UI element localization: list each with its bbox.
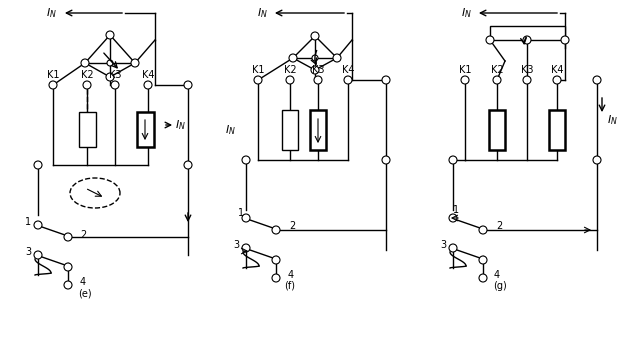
Text: K4: K4 bbox=[142, 70, 154, 80]
Circle shape bbox=[286, 76, 294, 84]
Circle shape bbox=[553, 76, 561, 84]
Circle shape bbox=[64, 281, 72, 289]
Circle shape bbox=[289, 54, 297, 62]
Circle shape bbox=[449, 244, 457, 252]
Circle shape bbox=[184, 81, 192, 89]
Circle shape bbox=[561, 36, 569, 44]
Text: K2: K2 bbox=[284, 65, 296, 75]
Circle shape bbox=[254, 76, 262, 84]
Circle shape bbox=[242, 244, 250, 252]
Bar bbox=[79, 112, 96, 147]
Text: K2: K2 bbox=[490, 65, 503, 75]
Circle shape bbox=[593, 156, 601, 164]
Text: $I_N$: $I_N$ bbox=[224, 123, 236, 137]
Text: $I_N$: $I_N$ bbox=[461, 6, 472, 20]
Text: 2: 2 bbox=[496, 221, 502, 231]
Text: K1: K1 bbox=[459, 65, 471, 75]
Circle shape bbox=[523, 76, 531, 84]
Circle shape bbox=[242, 214, 250, 222]
Bar bbox=[282, 110, 298, 150]
Text: K1: K1 bbox=[252, 65, 264, 75]
Circle shape bbox=[64, 233, 72, 241]
Circle shape bbox=[311, 32, 319, 40]
Circle shape bbox=[64, 263, 72, 271]
Text: 2: 2 bbox=[80, 230, 86, 240]
Circle shape bbox=[382, 76, 390, 84]
Text: 1: 1 bbox=[453, 205, 459, 215]
Circle shape bbox=[34, 251, 42, 259]
Circle shape bbox=[272, 256, 280, 264]
Circle shape bbox=[479, 256, 487, 264]
Text: K4: K4 bbox=[342, 65, 354, 75]
Text: $I_N$: $I_N$ bbox=[46, 6, 57, 20]
Text: K3: K3 bbox=[108, 70, 122, 80]
Text: K4: K4 bbox=[551, 65, 563, 75]
Text: 4: 4 bbox=[494, 270, 500, 280]
Circle shape bbox=[272, 226, 280, 234]
Circle shape bbox=[479, 274, 487, 282]
Circle shape bbox=[107, 60, 113, 66]
Bar bbox=[549, 110, 565, 150]
Circle shape bbox=[333, 54, 341, 62]
Circle shape bbox=[449, 156, 457, 164]
Circle shape bbox=[523, 36, 531, 44]
Text: 1: 1 bbox=[238, 208, 244, 218]
Text: 4: 4 bbox=[80, 277, 86, 287]
Circle shape bbox=[311, 66, 319, 74]
Circle shape bbox=[493, 76, 501, 84]
Circle shape bbox=[34, 221, 42, 229]
Text: K3: K3 bbox=[521, 65, 533, 75]
Circle shape bbox=[461, 76, 469, 84]
Text: 1: 1 bbox=[25, 217, 31, 227]
Text: K1: K1 bbox=[46, 70, 60, 80]
Bar bbox=[489, 110, 505, 150]
Circle shape bbox=[106, 73, 114, 81]
Text: $I_N$: $I_N$ bbox=[175, 118, 185, 132]
Text: (g): (g) bbox=[493, 281, 507, 291]
Circle shape bbox=[49, 81, 57, 89]
Text: (e): (e) bbox=[78, 288, 92, 298]
Text: K2: K2 bbox=[81, 70, 94, 80]
Text: $I_N$: $I_N$ bbox=[606, 113, 618, 127]
Circle shape bbox=[382, 156, 390, 164]
Circle shape bbox=[111, 81, 119, 89]
Circle shape bbox=[184, 161, 192, 169]
Circle shape bbox=[479, 226, 487, 234]
Circle shape bbox=[593, 76, 601, 84]
Text: 3: 3 bbox=[25, 247, 31, 257]
Text: 3: 3 bbox=[440, 240, 446, 250]
Circle shape bbox=[83, 81, 91, 89]
Bar bbox=[137, 112, 154, 147]
Circle shape bbox=[344, 76, 352, 84]
Text: 3: 3 bbox=[233, 240, 239, 250]
Circle shape bbox=[486, 36, 494, 44]
Circle shape bbox=[314, 76, 322, 84]
Circle shape bbox=[81, 59, 89, 67]
Circle shape bbox=[144, 81, 152, 89]
Circle shape bbox=[242, 156, 250, 164]
Circle shape bbox=[272, 274, 280, 282]
Circle shape bbox=[131, 59, 139, 67]
Bar bbox=[490, 26, 565, 40]
Text: $I_N$: $I_N$ bbox=[257, 6, 268, 20]
Circle shape bbox=[449, 214, 457, 222]
Circle shape bbox=[34, 161, 42, 169]
Bar bbox=[310, 110, 326, 150]
Text: (f): (f) bbox=[285, 281, 296, 291]
Text: 2: 2 bbox=[289, 221, 295, 231]
Circle shape bbox=[312, 55, 318, 61]
Text: 4: 4 bbox=[288, 270, 294, 280]
Text: K3: K3 bbox=[312, 65, 324, 75]
Circle shape bbox=[106, 31, 114, 39]
